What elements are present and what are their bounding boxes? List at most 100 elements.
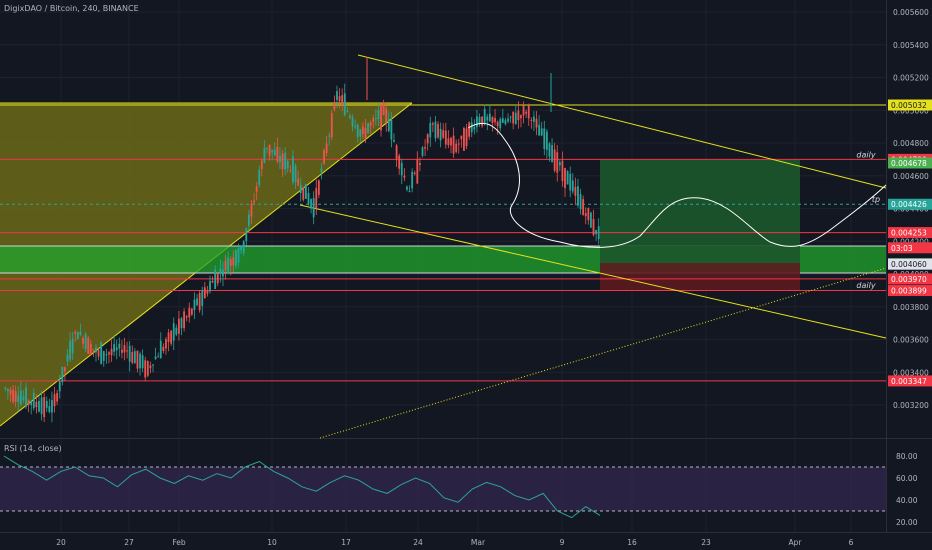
candle (320, 168, 323, 172)
price-tag-label: 0.004678 (891, 159, 927, 168)
candle (460, 135, 463, 140)
y-tick-label: 0.004600 (893, 172, 929, 181)
candle (180, 318, 183, 329)
candle (507, 118, 509, 122)
candle (377, 110, 380, 120)
candle (473, 126, 476, 130)
candle (263, 147, 266, 163)
candle (312, 198, 315, 218)
candle (45, 400, 48, 408)
candle (434, 121, 437, 139)
candle (9, 389, 12, 395)
candle (43, 396, 46, 418)
rsi-band (0, 467, 886, 511)
candle (561, 160, 564, 182)
y-tick-label: 0.003600 (893, 336, 929, 345)
rsi-header: RSI (14, close) (4, 444, 62, 453)
candle (25, 387, 27, 407)
candle (431, 123, 434, 125)
rsi-tick-label: 60.00 (896, 474, 918, 483)
candle (12, 389, 14, 402)
downtrend-lower (299, 204, 887, 339)
candle (582, 199, 585, 215)
note-daily: daily (856, 150, 875, 159)
candle (323, 150, 325, 164)
candle (382, 102, 385, 115)
candle (465, 128, 468, 147)
note-daily: daily (856, 281, 875, 290)
candle (429, 122, 432, 138)
candle (486, 116, 489, 121)
candle (411, 171, 414, 189)
price-tag (888, 258, 932, 270)
candle (297, 178, 300, 186)
candle (27, 400, 30, 405)
candle (255, 186, 258, 192)
candle (232, 257, 235, 266)
y-tick-label: 0.005400 (893, 41, 929, 50)
candle (185, 316, 188, 318)
candle (338, 96, 341, 102)
x-tick-label: 6 (849, 538, 854, 547)
candle (336, 91, 338, 100)
candle (105, 354, 108, 356)
candle (520, 115, 522, 119)
x-tick-label: 16 (627, 538, 637, 547)
candle (499, 119, 502, 129)
candle (587, 208, 590, 221)
candle (170, 330, 173, 344)
candle (51, 400, 53, 413)
candle (276, 146, 279, 162)
candle (71, 338, 74, 354)
candle (84, 334, 87, 350)
candle (380, 105, 382, 131)
candle (165, 339, 167, 349)
x-tick-label: 9 (560, 538, 565, 547)
candle (517, 110, 520, 121)
y-tick-label: 0.004800 (893, 139, 929, 148)
candle (152, 364, 154, 366)
candle (201, 290, 204, 306)
candle (206, 290, 209, 294)
candle (481, 116, 484, 126)
candle (535, 118, 538, 128)
candle (113, 344, 116, 352)
candle (279, 156, 281, 163)
candle (157, 356, 160, 358)
candle (307, 192, 310, 205)
candle (222, 269, 224, 277)
y-tick-label: 0.003400 (893, 368, 929, 377)
candle (4, 387, 7, 389)
candle (294, 165, 297, 182)
candle (421, 147, 424, 156)
x-tick-label: 24 (413, 538, 423, 547)
candle (167, 332, 170, 342)
candle (40, 397, 43, 415)
symbol-header: DigixDAO / Bitcoin, 240, BINANCE (4, 4, 139, 13)
candle (66, 354, 69, 362)
candle (299, 184, 302, 193)
x-tick-label: 20 (56, 538, 66, 547)
candle (19, 390, 22, 405)
candle (494, 118, 496, 123)
candle (330, 113, 333, 138)
candle (514, 112, 517, 124)
candle (17, 395, 20, 403)
entry-box (600, 246, 800, 263)
candle (74, 332, 77, 334)
candle (574, 186, 577, 196)
candle (82, 338, 84, 344)
candle (359, 129, 362, 137)
candle (123, 345, 126, 353)
candle (22, 396, 25, 401)
candle (133, 351, 136, 364)
candle (242, 241, 245, 254)
candle (354, 126, 357, 128)
candle (128, 345, 131, 362)
candle (146, 361, 149, 376)
candle (356, 124, 359, 137)
candle (61, 366, 64, 382)
candle (538, 124, 541, 136)
